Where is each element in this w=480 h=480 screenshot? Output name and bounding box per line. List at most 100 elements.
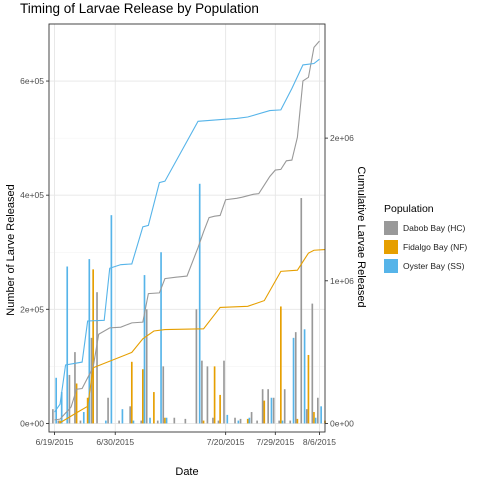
bar-dabob (283, 389, 286, 424)
y-tick-label: 4e+05 (20, 190, 44, 200)
bar-dabob (145, 309, 148, 424)
y2-tick-label: 0e+00 (330, 418, 354, 428)
bar-oyster (143, 275, 146, 424)
cumulative-lines-layer (54, 40, 326, 424)
bar-dabob (267, 389, 269, 424)
bar-dabob (201, 360, 203, 424)
x-tick-label: 7/20/2015 (207, 437, 245, 447)
bar-oyster (66, 266, 69, 424)
bar-oyster (226, 414, 229, 424)
bar-oyster (281, 420, 284, 424)
panel-background (49, 24, 325, 432)
bar-oyster (303, 329, 306, 424)
bar-oyster (198, 183, 201, 424)
bar-oyster (237, 420, 240, 424)
bar-oyster (292, 337, 295, 424)
bar-dabob (278, 420, 281, 424)
bar-oyster (248, 417, 251, 424)
legend-swatch-fidalgo-bay (384, 240, 398, 254)
bar-dabob (107, 397, 109, 424)
legend-label-fidalgo-bay: Fidalgo Bay (NF) (403, 242, 468, 252)
bar-fidalgo (59, 420, 61, 424)
legend-item-oyster-bay: Oyster Bay (SS) (384, 257, 467, 275)
cumulative-line-dabob (54, 40, 320, 421)
bar-oyster (55, 377, 58, 424)
bar-fidalgo (92, 269, 94, 424)
bar-dabob (184, 418, 187, 424)
bar-dabob (217, 420, 220, 424)
bar-oyster (160, 252, 162, 424)
bar-dabob (57, 420, 60, 424)
bar-dabob (239, 418, 242, 424)
y2-tick-label: 2e+06 (330, 133, 354, 143)
legend-label-oyster-bay: Oyster Bay (SS) (403, 261, 465, 271)
bar-fidalgo (213, 366, 216, 424)
bar-fidalgo (164, 417, 166, 424)
bar-oyster (149, 417, 151, 424)
bar-oyster (88, 259, 91, 424)
bar-dabob (289, 420, 292, 424)
bar-oyster (105, 420, 107, 424)
bar-fidalgo (246, 418, 249, 424)
bar-dabob (294, 332, 297, 424)
bar-fidalgo (75, 383, 78, 424)
x-tick-label: 6/19/2015 (36, 437, 74, 447)
bar-fidalgo (202, 420, 205, 424)
bar-fidalgo (313, 412, 315, 424)
chart-title: Timing of Larvae Release by Population (20, 1, 259, 16)
bar-dabob (68, 374, 71, 424)
legend-swatch-dabob-bay (384, 221, 398, 235)
bar-fidalgo (219, 394, 221, 424)
y-tick-label: 2e+05 (20, 304, 44, 314)
legend-item-fidalgo-bay: Fidalgo Bay (NF) (384, 238, 467, 256)
x-tick-label: 7/29/2015 (256, 437, 294, 447)
bar-dabob (317, 397, 319, 424)
bar-oyster (270, 397, 273, 424)
bar-dabob (96, 292, 98, 424)
bar-dabob (223, 360, 225, 424)
bar-dabob (129, 406, 131, 424)
bar-dabob (74, 352, 76, 424)
panel-border (48, 23, 326, 433)
bar-dabob (272, 397, 275, 424)
bar-dabob (195, 309, 198, 424)
bar-fidalgo (130, 361, 133, 424)
legend: Population Dabob Bay (HC) Fidalgo Bay (N… (384, 203, 467, 276)
y-axis-label: Number of Larve Released (5, 184, 17, 315)
legend-item-dabob-bay: Dabob Bay (HC) (384, 219, 467, 237)
bar-oyster (121, 409, 124, 424)
bar-dabob (250, 412, 253, 424)
bar-oyster (320, 406, 322, 424)
bar-dabob (300, 198, 303, 424)
plot-area (49, 24, 325, 432)
bar-dabob (140, 420, 143, 424)
bar-oyster (314, 417, 317, 424)
y-tick-label: 6e+05 (20, 76, 44, 86)
x-tick-label: 6/30/2015 (96, 437, 134, 447)
bar-fidalgo (307, 354, 310, 424)
bar-dabob (311, 303, 314, 424)
bar-dabob (173, 417, 176, 424)
bar-oyster (82, 412, 85, 424)
cumulative-line-fidalgo (59, 248, 326, 424)
x-tick-label: 8/6/2015 (303, 437, 336, 447)
bar-fidalgo (153, 392, 155, 424)
axes-layer: 0e+00 2e+05 4e+05 6e+05 0e+00 1e+06 2e+06 6/19/… (20, 23, 354, 447)
y2-axis-label: Cumulative Larvae Released (355, 166, 367, 307)
bar-dabob (256, 420, 258, 424)
bar-dabob (212, 417, 214, 424)
bar-fidalgo (86, 397, 89, 424)
bar-oyster (132, 420, 135, 424)
bar-dabob (52, 409, 54, 424)
bar-dabob (118, 420, 120, 424)
bar-oyster (60, 392, 63, 424)
x-axis-label: Date (175, 466, 198, 478)
y2-tick-label: 1e+06 (330, 276, 354, 286)
bar-dabob (206, 366, 209, 424)
cumulative-line-oyster (54, 58, 320, 413)
bar-dabob (261, 389, 264, 424)
legend-label-dabob-bay: Dabob Bay (HC) (403, 223, 466, 233)
bar-dabob (305, 409, 308, 424)
bar-dabob (156, 420, 159, 424)
